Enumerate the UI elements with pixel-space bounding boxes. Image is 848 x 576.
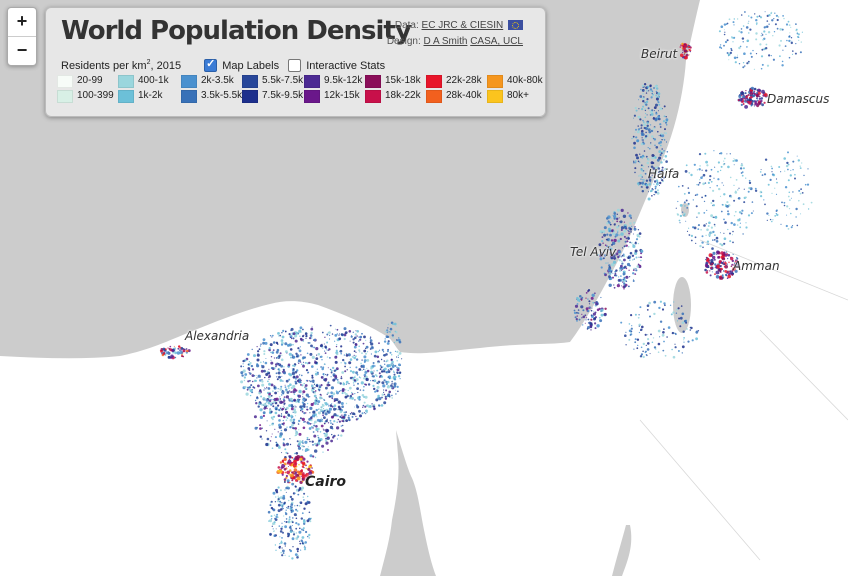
design-credit-label: Design: <box>386 36 421 47</box>
legend-swatch <box>181 75 197 88</box>
city-label-beirut: Beirut <box>641 47 678 61</box>
gulf-of-suez <box>380 430 436 576</box>
legend-label: 22k-28k <box>446 75 482 86</box>
map-labels-toggle[interactable]: Map Labels <box>204 57 280 72</box>
legend-item: 9.5k-12k <box>304 75 363 88</box>
city-label-alexandria: Alexandria <box>185 329 250 343</box>
legend-label: 3.5k-5.5k <box>201 90 243 101</box>
legend-item: 5.5k-7.5k <box>242 75 304 88</box>
legend-label: 100-399 <box>77 90 114 101</box>
city-label-haifa: Haifa <box>648 167 680 181</box>
interactive-stats-toggle[interactable]: Interactive Stats <box>288 59 385 72</box>
legend-label: 80k+ <box>507 90 529 101</box>
legend-swatch <box>304 90 320 103</box>
legend-swatch <box>57 90 73 103</box>
legend-swatch <box>242 90 258 103</box>
page-title: World Population Density <box>61 16 412 46</box>
legend-item: 40k-80k <box>487 75 543 88</box>
units-label: Residents per km2, 2015 <box>61 59 182 72</box>
city-label-cairo: Cairo <box>305 474 347 490</box>
city-label-tel-aviv: Tel Aviv <box>570 245 617 259</box>
legend-item: 15k-18k <box>365 75 421 88</box>
legend-swatch <box>426 75 442 88</box>
legend-label: 12k-15k <box>324 90 360 101</box>
credits: Data: EC JRC & CIESIN Design: D A Smith … <box>387 18 523 50</box>
legend-label: 9.5k-12k <box>324 75 363 86</box>
sea-of-galilee <box>681 203 689 217</box>
map-controls: Residents per km2, 2015 Map Labels Inter… <box>61 57 385 72</box>
zoom-control: + − <box>7 7 37 66</box>
info-panel: World Population Density Data: EC JRC & … <box>45 7 546 117</box>
legend-item: 12k-15k <box>304 90 360 103</box>
legend-item: 80k+ <box>487 90 529 103</box>
map-labels-checkbox[interactable] <box>204 57 218 72</box>
legend-swatch <box>181 90 197 103</box>
legend-label: 40k-80k <box>507 75 543 86</box>
legend-label: 2k-3.5k <box>201 75 234 86</box>
casa-link[interactable]: CASA, UCL <box>470 36 523 47</box>
legend-swatch <box>487 90 503 103</box>
legend-swatch <box>426 90 442 103</box>
legend-swatch <box>118 75 134 88</box>
legend-item: 7.5k-9.5k <box>242 90 304 103</box>
eu-flag-icon <box>508 20 523 31</box>
legend-item: 1k-2k <box>118 90 163 103</box>
legend-swatch <box>57 75 73 88</box>
legend-swatch <box>365 75 381 88</box>
interactive-stats-checkbox[interactable] <box>288 59 302 72</box>
legend-label: 5.5k-7.5k <box>262 75 304 86</box>
dead-sea <box>673 277 691 333</box>
legend-swatch <box>365 90 381 103</box>
designer-link[interactable]: D A Smith <box>423 36 468 47</box>
legend-label: 400-1k <box>138 75 169 86</box>
zoom-in-button[interactable]: + <box>16 11 28 31</box>
legend-item: 2k-3.5k <box>181 75 234 88</box>
population-density-layer <box>159 11 813 560</box>
legend-item: 28k-40k <box>426 90 482 103</box>
data-source-link[interactable]: EC JRC & CIESIN <box>421 20 504 31</box>
interactive-stats-label: Interactive Stats <box>306 59 386 72</box>
legend-item: 3.5k-5.5k <box>181 90 243 103</box>
legend-item: 22k-28k <box>426 75 482 88</box>
data-credit-label: Data: <box>394 20 419 31</box>
legend-label: 1k-2k <box>138 90 163 101</box>
legend-label: 7.5k-9.5k <box>262 90 304 101</box>
legend-label: 18k-22k <box>385 90 421 101</box>
zoom-out-button[interactable]: − <box>8 36 36 65</box>
legend-swatch <box>304 75 320 88</box>
legend-label: 28k-40k <box>446 90 482 101</box>
legend-swatch <box>118 90 134 103</box>
legend-label: 15k-18k <box>385 75 421 86</box>
legend-swatch <box>242 75 258 88</box>
legend-item: 18k-22k <box>365 90 421 103</box>
legend-item: 400-1k <box>118 75 169 88</box>
map-labels-label: Map Labels <box>222 59 280 72</box>
legend-item: 100-399 <box>57 90 114 103</box>
legend-item: 20-99 <box>57 75 103 88</box>
city-label-damascus: Damascus <box>767 92 830 106</box>
legend-label: 20-99 <box>77 75 103 86</box>
city-label-amman: Amman <box>733 259 780 273</box>
legend-swatch <box>487 75 503 88</box>
gulf-of-aqaba <box>612 525 632 576</box>
